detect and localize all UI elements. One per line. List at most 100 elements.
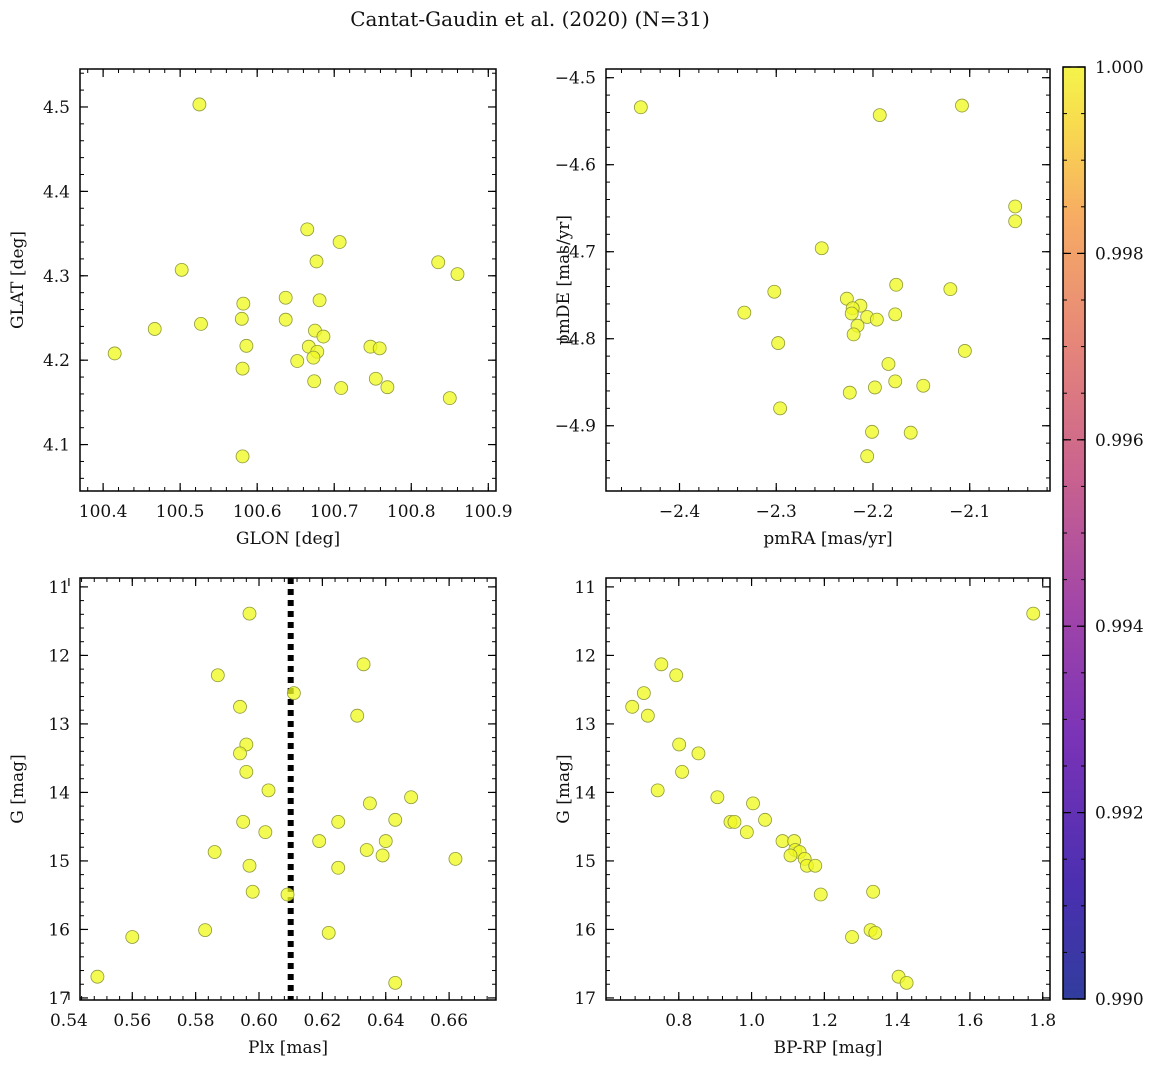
data-point: [868, 380, 882, 395]
y-tick-label: 17: [48, 989, 70, 1009]
data-point: [236, 814, 251, 829]
colorbar-gradient: [1063, 67, 1085, 999]
x-tick-label: 0.58: [177, 1011, 215, 1031]
data-point: [245, 884, 260, 899]
data-point: [239, 338, 254, 353]
data-point: [309, 254, 324, 269]
data-point: [321, 925, 336, 940]
y-tick-label: −4.6: [555, 156, 596, 176]
data-point: [372, 341, 387, 356]
data-point: [775, 834, 790, 848]
data-point: [872, 108, 887, 123]
y-tick-label: 12: [48, 646, 70, 666]
x-tick-label: −2.2: [852, 502, 893, 522]
colorbar-tick-label: 0.998: [1095, 244, 1144, 264]
data-point: [727, 814, 742, 829]
y-tick-label: 14: [48, 783, 70, 803]
data-point: [868, 925, 883, 940]
data-point: [903, 425, 918, 440]
data-point: [286, 686, 301, 700]
data-point: [771, 336, 786, 350]
x-tick-label: 1.4: [884, 1011, 911, 1031]
data-point: [860, 449, 875, 464]
y-tick-label: −4.5: [555, 69, 596, 89]
colorbar-tick-label: 1.000: [1095, 58, 1144, 78]
data-point: [233, 746, 247, 761]
x-tick-label: 100.7: [310, 502, 359, 522]
scatter-panel-1: 100.4 100.5 100.6 100.7 100.8 100.9 4.1 4.2 4.3 4…: [8, 68, 513, 549]
data-point: [280, 887, 295, 902]
data-point: [737, 305, 752, 320]
data-point: [378, 834, 393, 848]
data-point: [235, 361, 250, 376]
scatter-panel-2: −2.4 −2.3 −2.2 −2.1 −4.5 −4.6 −4.7 −4.8 −4.9 pmRA…: [554, 68, 1051, 549]
data-point: [147, 322, 162, 336]
data-point: [1008, 214, 1023, 229]
data-point: [808, 858, 823, 873]
data-point: [261, 783, 276, 798]
x-tick-label: −2.1: [949, 502, 990, 522]
data-point: [236, 296, 251, 311]
x-tick-label: 0.66: [430, 1011, 468, 1031]
y-axis-label: pmDE [mas/yr]: [554, 215, 574, 345]
axes-frame: [605, 577, 1051, 1001]
data-point: [239, 764, 254, 779]
data-point: [746, 796, 760, 811]
x-tick-label: 0.56: [113, 1011, 151, 1031]
data-point: [767, 284, 782, 299]
data-point: [691, 746, 706, 761]
data-point: [242, 606, 257, 621]
data-point: [431, 255, 446, 270]
data-point: [866, 884, 881, 899]
data-point: [312, 834, 327, 848]
data-point: [234, 311, 249, 326]
data-point: [306, 350, 321, 365]
data-point: [888, 374, 903, 389]
x-tick-label: −2.3: [756, 502, 797, 522]
y-tick-label: 11: [574, 578, 596, 598]
data-point: [359, 843, 374, 857]
data-point: [758, 812, 772, 827]
axes-frame: [605, 68, 1051, 492]
data-point: [813, 887, 828, 902]
x-tick-label: 100.9: [464, 502, 513, 522]
data-point: [375, 848, 390, 863]
data-point: [1026, 606, 1041, 621]
data-point: [174, 262, 189, 277]
data-point: [669, 668, 684, 683]
y-axis-label: G [mag]: [554, 754, 574, 823]
data-point: [842, 385, 857, 400]
data-point: [844, 306, 859, 321]
data-point: [1008, 199, 1023, 214]
x-tick-label: 0.64: [367, 1011, 405, 1031]
data-point: [334, 381, 349, 395]
data-point: [650, 783, 665, 798]
data-point: [388, 975, 403, 990]
y-tick-label: −4.7: [555, 243, 596, 263]
data-point: [90, 969, 105, 984]
y-tick-label: −4.9: [555, 417, 596, 437]
x-tick-label: 100.4: [79, 502, 128, 522]
data-point: [675, 764, 689, 779]
x-tick-label: 0.60: [240, 1011, 278, 1031]
data-point: [625, 699, 640, 714]
data-point: [107, 346, 122, 361]
data-point: [957, 344, 972, 358]
y-tick-label: 17: [574, 989, 596, 1009]
data-point: [307, 374, 322, 389]
y-tick-label: 15: [574, 852, 596, 872]
data-point: [899, 975, 914, 990]
data-point: [889, 277, 904, 292]
data-point: [210, 668, 225, 683]
x-tick-label: 1.6: [956, 1011, 983, 1031]
data-point: [290, 354, 305, 368]
data-point: [442, 391, 457, 406]
data-point: [773, 401, 788, 416]
data-point: [233, 699, 247, 714]
y-tick-label: 4.1: [43, 436, 70, 456]
data-point: [350, 708, 365, 723]
data-point: [739, 825, 754, 840]
x-axis-label: GLON [deg]: [236, 529, 340, 549]
data-point: [955, 98, 969, 113]
data-point: [869, 312, 884, 327]
